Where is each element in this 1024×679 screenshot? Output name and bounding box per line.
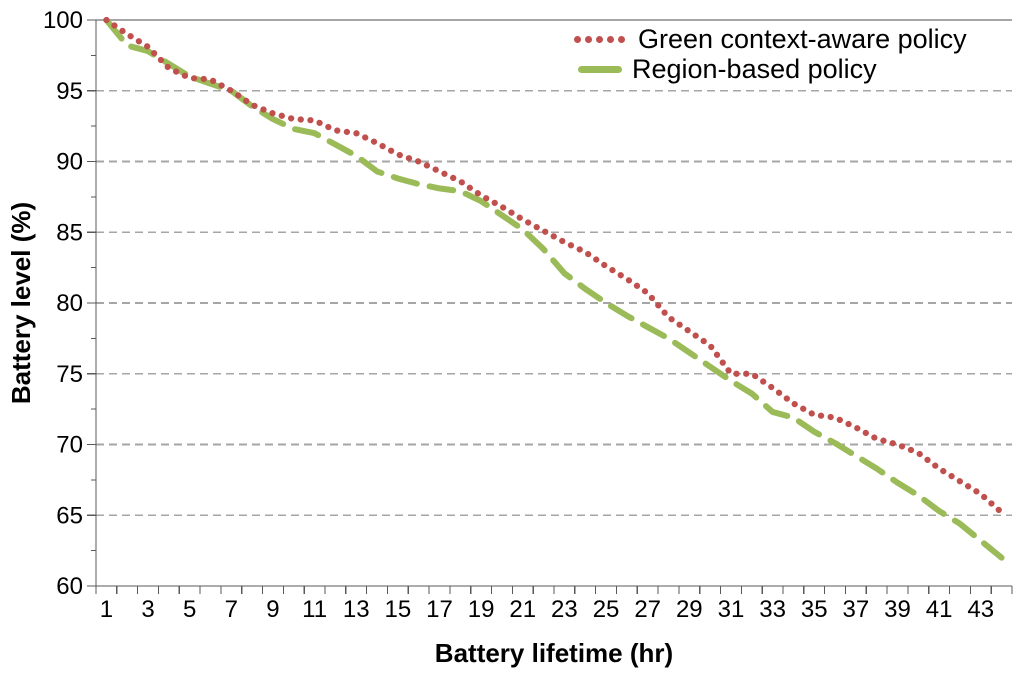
x-tick-label: 35 — [801, 596, 828, 623]
x-tick-label: 9 — [266, 596, 279, 623]
x-tick-label: 41 — [926, 596, 953, 623]
legend-label-region-based: Region-based policy — [632, 53, 877, 84]
x-tick-label: 11 — [302, 596, 327, 623]
x-tick-label: 37 — [843, 596, 870, 623]
x-tick-label: 21 — [509, 596, 536, 623]
x-tick-label: 39 — [884, 596, 911, 623]
y-tick-label: 70 — [56, 432, 83, 459]
y-axis-title: Battery level (%) — [6, 201, 36, 405]
legend-label-green-context-aware: Green context-aware policy — [638, 23, 967, 54]
x-tick-labels: 1 3 5 7 9 11 13 15 17 19 21 23 25 27 29 31 33 35 37 39 41 43 — [100, 596, 994, 623]
x-tick-label: 3 — [141, 596, 154, 623]
gridlines — [96, 19, 1012, 517]
x-tick-label: 19 — [468, 596, 495, 623]
dotted-line-marker — [568, 35, 634, 43]
x-tick-label: 13 — [343, 596, 370, 623]
x-tick-label: 43 — [967, 596, 994, 623]
y-tick-label: 80 — [56, 290, 83, 317]
x-tick-label: 17 — [426, 596, 453, 623]
legend-item-green-context-aware: Green context-aware policy — [568, 24, 967, 54]
y-tick-labels: 60 65 70 75 80 85 90 95 100 — [43, 7, 83, 600]
x-tick-label: 15 — [385, 596, 412, 623]
x-tick-label: 23 — [551, 596, 578, 623]
x-tick-label: 1 — [100, 596, 113, 623]
x-tick-label: 25 — [593, 596, 620, 623]
x-tick-label: 7 — [225, 596, 238, 623]
dashed-line-marker — [568, 65, 628, 73]
x-tick-label: 29 — [676, 596, 703, 623]
x-tick-label: 5 — [183, 596, 196, 623]
x-tick-label: 27 — [634, 596, 661, 623]
y-tick-label: 75 — [56, 361, 83, 388]
y-tick-label: 65 — [56, 502, 83, 529]
axes — [87, 19, 1013, 594]
series-green-context-aware-policy — [103, 16, 1005, 516]
y-tick-label: 90 — [56, 149, 83, 176]
x-axis-title: Battery lifetime (hr) — [434, 638, 674, 668]
y-tick-label: 100 — [43, 7, 83, 34]
x-tick-label: 31 — [718, 596, 745, 623]
y-tick-label: 95 — [56, 78, 83, 105]
x-tick-label: 33 — [759, 596, 786, 623]
legend: Green context-aware policy Region-based … — [568, 24, 967, 84]
y-tick-label: 60 — [56, 573, 83, 600]
series-region-based-policy — [103, 17, 1005, 561]
legend-item-region-based: Region-based policy — [568, 54, 967, 84]
y-tick-label: 85 — [56, 219, 83, 246]
